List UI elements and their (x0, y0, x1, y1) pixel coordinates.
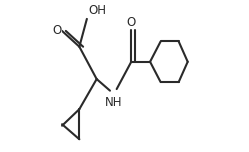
Text: NH: NH (105, 96, 123, 109)
Text: OH: OH (88, 4, 106, 17)
Text: O: O (127, 16, 136, 29)
Text: O: O (52, 24, 61, 37)
